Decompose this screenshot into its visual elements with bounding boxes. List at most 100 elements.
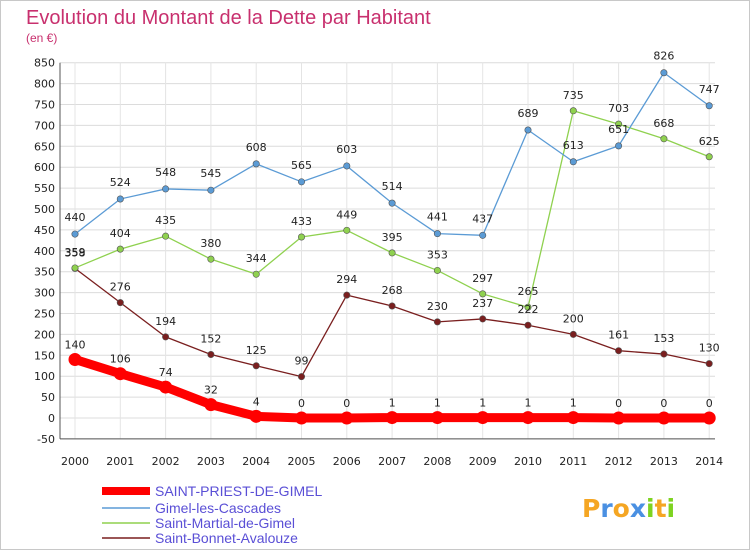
legend-entry: Gimel-les-Cascades [155, 500, 281, 516]
data-point [71, 264, 79, 272]
data-point [343, 291, 351, 299]
data-label: 735 [563, 89, 584, 102]
plot-area: -500501001502002503003504004505005506006… [34, 50, 723, 468]
data-label: 603 [336, 143, 357, 156]
x-tick-label: 2007 [378, 455, 406, 468]
legend-entry: SAINT-PRIEST-DE-GIMEL [155, 483, 322, 499]
data-point [615, 347, 623, 355]
data-label: 435 [155, 214, 176, 227]
data-label: 0 [660, 397, 667, 410]
legend-entry: Saint-Bonnet-Avalouze [155, 530, 298, 546]
data-label: 294 [336, 273, 357, 286]
data-point [705, 153, 713, 161]
data-label: 161 [608, 329, 629, 342]
data-point [521, 411, 535, 425]
data-point [433, 230, 441, 238]
data-point [479, 231, 487, 239]
data-label: 380 [200, 237, 221, 250]
data-point [207, 255, 215, 263]
data-label: 437 [472, 212, 493, 225]
x-tick-label: 2010 [514, 455, 542, 468]
data-point [340, 411, 354, 425]
data-label: 359 [65, 246, 86, 259]
y-tick-label: 850 [34, 57, 55, 70]
data-label: 449 [336, 208, 357, 221]
data-label: 651 [608, 123, 629, 136]
x-tick-label: 2002 [152, 455, 180, 468]
data-label: 194 [155, 315, 176, 328]
data-point [295, 411, 308, 425]
y-tick-label: 500 [34, 203, 55, 216]
data-point [433, 318, 441, 326]
data-point [297, 178, 305, 186]
y-tick-label: 200 [34, 328, 55, 341]
data-label: 441 [427, 211, 448, 224]
data-label: 0 [298, 397, 305, 410]
data-label: 1 [525, 397, 532, 410]
data-label: 32 [204, 384, 218, 397]
data-point [660, 350, 668, 358]
y-tick-label: 600 [34, 161, 55, 174]
data-label: 276 [110, 281, 131, 294]
y-tick-label: 300 [34, 287, 55, 300]
data-point [388, 249, 396, 257]
data-label: 265 [518, 285, 539, 298]
data-label: 433 [291, 215, 312, 228]
data-label: 153 [653, 332, 674, 345]
data-label: 440 [65, 211, 86, 224]
x-tick-label: 2005 [288, 455, 316, 468]
data-label: 613 [563, 139, 584, 152]
data-point [162, 232, 170, 240]
data-point [388, 302, 396, 310]
data-label: 0 [343, 397, 350, 410]
x-tick-label: 2013 [650, 455, 678, 468]
data-point [569, 330, 577, 338]
data-label: 125 [246, 344, 267, 357]
data-point [207, 186, 215, 194]
data-label: 4 [253, 395, 260, 408]
data-label: 222 [518, 303, 539, 316]
x-tick-label: 2006 [333, 455, 361, 468]
x-tick-label: 2008 [423, 455, 451, 468]
x-tick-label: 2011 [559, 455, 587, 468]
x-tick-label: 2012 [605, 455, 633, 468]
data-point [569, 158, 577, 166]
data-point [162, 185, 170, 193]
data-label: 625 [699, 135, 720, 148]
data-point [615, 142, 623, 150]
data-point [252, 160, 260, 168]
data-point [249, 409, 263, 423]
y-tick-label: 750 [34, 99, 55, 112]
chart-title: Evolution du Montant de la Dette par Hab… [26, 7, 431, 29]
data-point [207, 350, 215, 358]
data-point [657, 411, 671, 425]
y-tick-label: 450 [34, 224, 55, 237]
data-label: 514 [382, 180, 403, 193]
data-point [476, 411, 490, 425]
data-label: 152 [200, 332, 221, 345]
data-label: 1 [389, 397, 396, 410]
data-point [615, 120, 623, 128]
data-point [116, 299, 124, 307]
data-point [524, 126, 532, 134]
data-label: 297 [472, 272, 493, 285]
y-tick-label: 350 [34, 266, 55, 279]
data-label: 1 [434, 397, 441, 410]
data-label: 545 [200, 167, 221, 180]
data-label: 106 [110, 353, 131, 366]
data-point [705, 360, 713, 368]
data-point [388, 199, 396, 207]
data-label: 0 [706, 397, 713, 410]
data-point [430, 411, 444, 425]
data-point [660, 135, 668, 143]
data-label: 404 [110, 227, 131, 240]
data-label: 548 [155, 166, 176, 179]
data-label: 353 [427, 248, 448, 261]
y-tick-label: 700 [34, 119, 55, 132]
data-label: 200 [563, 312, 584, 325]
y-tick-label: 800 [34, 78, 55, 91]
data-label: 237 [472, 297, 493, 310]
data-point [71, 230, 79, 238]
